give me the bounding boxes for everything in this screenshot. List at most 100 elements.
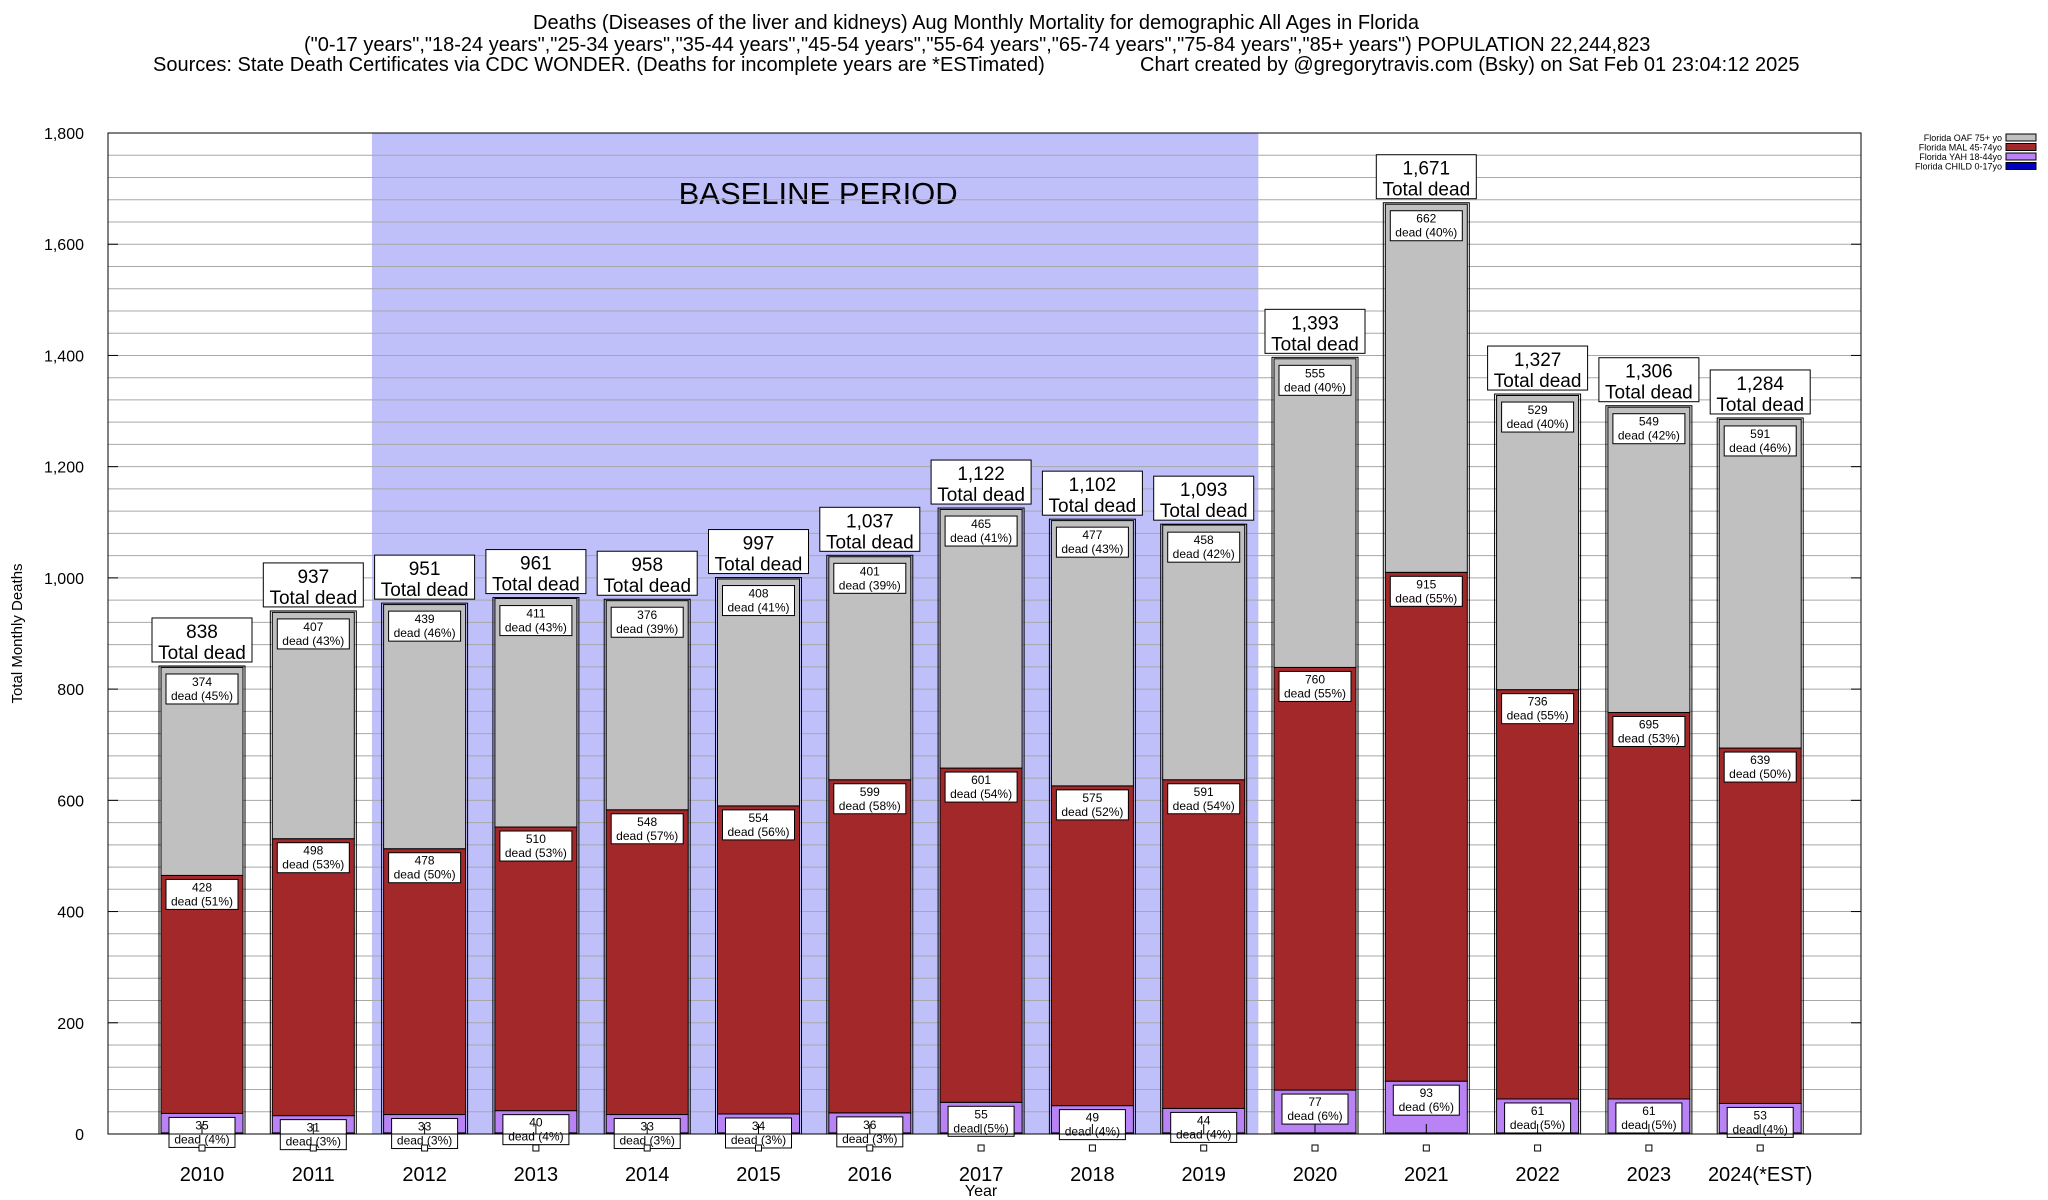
chart-title: Deaths (Diseases of the liver and kidney… [533,12,1419,34]
label-oaf-2017-box [944,515,1018,547]
label-oaf-2015-pct: dead (41%) [727,601,789,615]
total-box [485,549,587,595]
label-yah-2013-value: 40 [529,1116,543,1130]
label-mal-2017-pct: dead (54%) [950,787,1012,801]
total-value: 1,327 [1514,350,1562,371]
label-oaf-2022-value: 529 [1528,403,1548,417]
total-box [1709,369,1811,415]
y-tick-label: 1,600 [44,237,84,254]
legend-swatch-mal [2005,143,2037,151]
label-yah-2014-pct: dead (3%) [620,1134,675,1148]
label-mal-2023-value: 695 [1639,717,1659,731]
child-marker-2021 [1422,1144,1430,1152]
label-yah-2021-pct: dead (6%) [1399,1100,1454,1114]
total-suffix: Total dead [492,575,580,596]
x-tick-label: 2022 [1515,1164,1560,1186]
label-mal-2010-box [165,878,239,910]
total-value: 1,093 [1180,480,1228,501]
label-mal-2015-box [722,809,795,841]
x-tick-label: 2017 [959,1164,1004,1186]
bar-oaf-2017 [939,508,1023,769]
bar-mal-2023 [1607,711,1691,1100]
chart-sources: Sources: State Death Certificates via CD… [153,54,1045,76]
total-box [1598,357,1700,403]
label-yah-2021-value: 93 [1420,1086,1434,1100]
label-oaf-2016-pct: dead (39%) [839,578,901,592]
label-yah-2019-value: 44 [1197,1113,1211,1127]
total-suffix: Total dead [1160,501,1248,522]
label-oaf-2024(*EST)-box [1723,425,1797,457]
total-box [1375,154,1477,200]
bar-mal-2021 [1384,571,1468,1082]
total-box [1153,475,1255,521]
label-oaf-2013-pct: dead (43%) [505,621,567,635]
legend-label-yah: Florida YAH 18-44yo [1919,152,2002,162]
bar-mal-2011 [271,838,355,1117]
total-box [1487,345,1589,391]
y-axis-label: Total Monthly Deaths [9,563,26,703]
label-mal-2017-box [944,771,1018,803]
label-oaf-2017-value: 465 [971,517,991,531]
label-mal-2015-pct: dead (56%) [727,825,789,839]
child-marker-2024(*EST) [1756,1144,1764,1152]
label-mal-2020-box [1278,670,1352,702]
label-mal-2012-pct: dead (50%) [394,868,456,882]
label-mal-2014-value: 548 [637,815,657,829]
chart-subtitle: ("0-17 years","18-24 years","25-34 years… [304,34,1651,56]
label-mal-2024(*EST)-box [1723,751,1797,783]
y-tick-label: 0 [75,1127,84,1144]
total-suffix: Total dead [269,588,357,609]
legend-swatch-oaf [2005,133,2037,142]
label-oaf-2017-pct: dead (41%) [950,531,1012,545]
total-value: 1,102 [1069,475,1117,496]
child-marker-2020 [1311,1144,1319,1152]
label-oaf-2020-value: 555 [1305,366,1325,380]
label-mal-2024(*EST)-pct: dead (50%) [1729,767,1791,781]
label-oaf-2023-box [1612,413,1686,445]
x-tick-label: 2020 [1293,1164,1338,1186]
child-marker-2014 [643,1144,651,1152]
label-oaf-2022-box [1501,401,1575,433]
total-suffix: Total dead [826,532,914,553]
label-yah-2020-value: 77 [1308,1095,1322,1109]
total-value: 1,122 [957,464,1005,485]
x-tick-label: 2010 [180,1164,225,1186]
total-box [262,562,364,608]
x-tick-label: 2015 [736,1164,781,1186]
label-oaf-2022-pct: dead (40%) [1507,417,1569,431]
bar-mal-2024(*EST) [1718,747,1802,1104]
label-yah-2020-pct: dead (6%) [1287,1109,1342,1123]
legend-label-child: Florida CHILD 0-17yo [1915,162,2002,172]
label-yah-2016-pct: dead (3%) [842,1132,897,1146]
label-mal-2010-value: 428 [192,880,212,894]
label-yah-2015-pct: dead (3%) [731,1133,786,1147]
label-mal-2012-value: 478 [415,854,435,868]
child-marker-2017 [977,1144,985,1152]
total-suffix: Total dead [603,576,691,597]
bar-oaf-2021 [1384,203,1468,573]
bar-mal-2013 [494,826,578,1112]
child-marker-2023 [1645,1144,1653,1152]
bar-oaf-2012 [383,604,467,850]
label-oaf-2011-pct: dead (43%) [282,634,344,648]
child-marker-2011 [309,1144,317,1152]
total-value: 951 [409,559,441,580]
y-tick-label: 200 [57,1016,84,1033]
total-suffix: Total dead [1494,371,1582,392]
